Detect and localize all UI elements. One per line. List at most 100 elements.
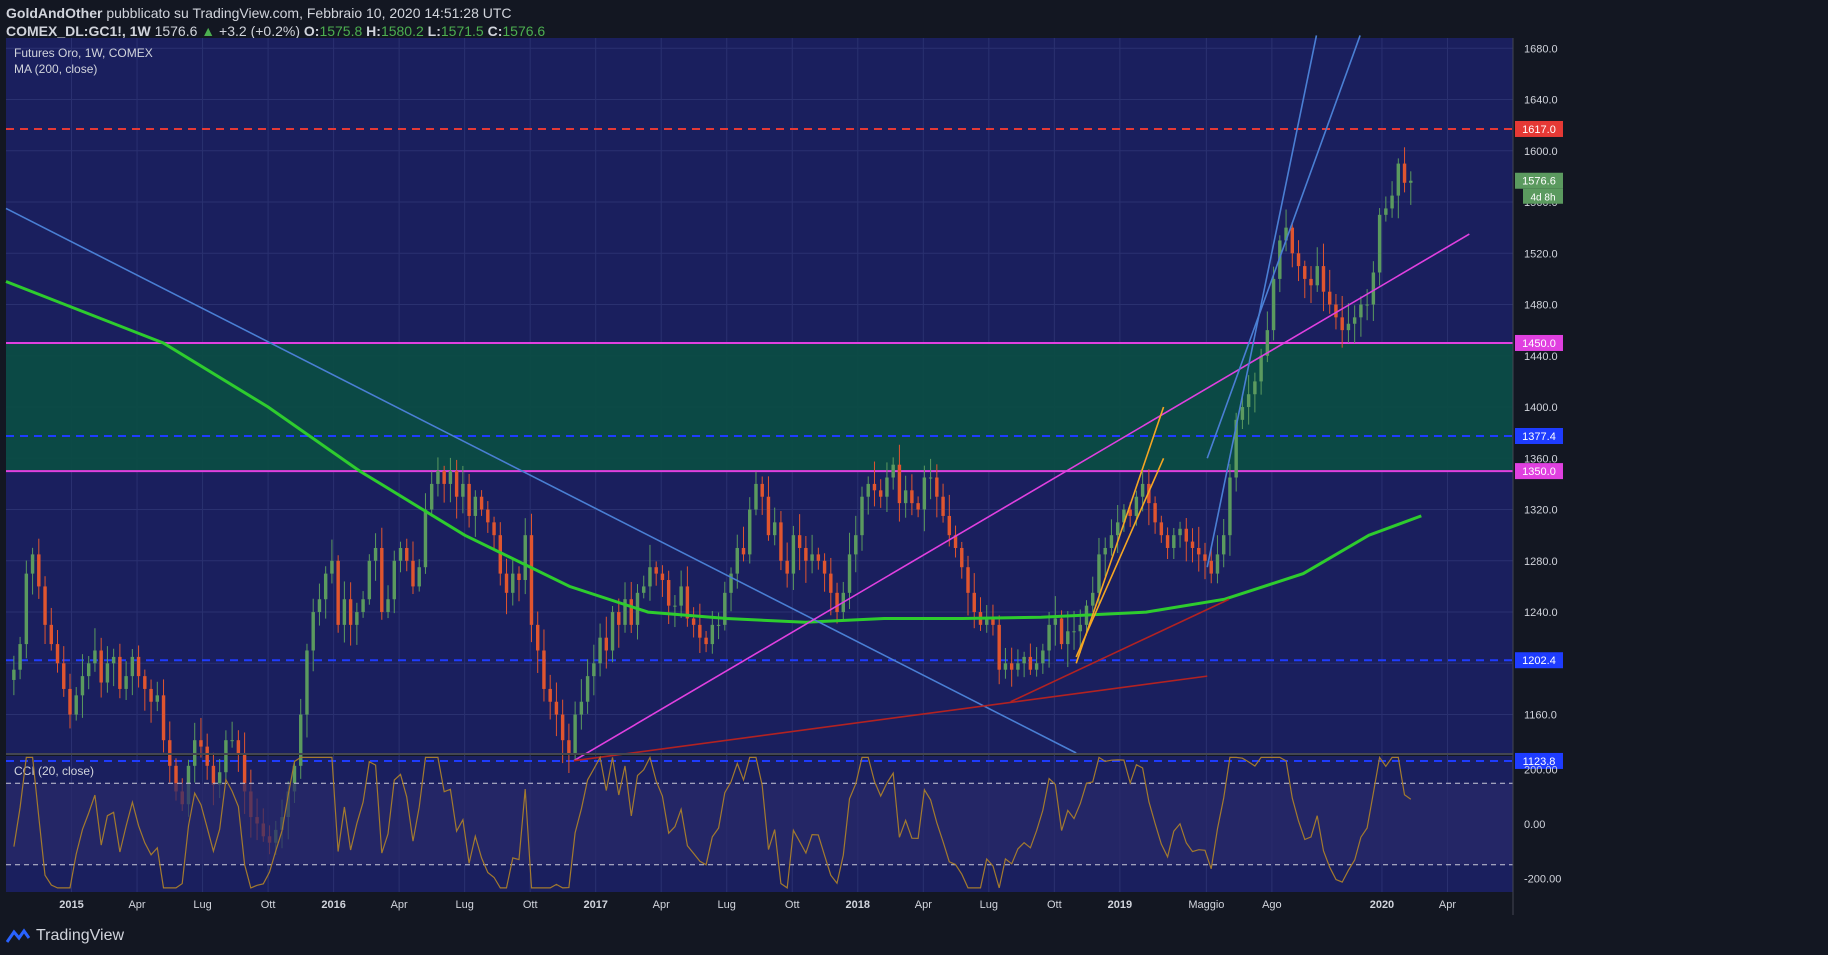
y-tick-label: 1680.0	[1524, 43, 1558, 55]
candle-body	[305, 650, 309, 715]
candle-body	[1103, 547, 1107, 555]
candle-body	[710, 624, 715, 645]
x-tick-label: Apr	[653, 899, 670, 911]
candle-body	[24, 573, 29, 645]
candle-body	[1359, 304, 1363, 318]
candle-body	[1234, 419, 1238, 478]
author-name[interactable]: GoldAndOther	[6, 5, 103, 21]
open-value: 1575.8	[319, 23, 363, 39]
candle-body	[748, 509, 752, 555]
x-tick-label: 2016	[321, 899, 345, 911]
candle-body	[1059, 618, 1064, 645]
y-tick-label: 1600.0	[1524, 146, 1558, 158]
x-tick-label: Lug	[718, 899, 736, 911]
candle-body	[1246, 394, 1251, 408]
trend-line[interactable]	[1010, 598, 1230, 703]
x-tick-label: Apr	[128, 899, 145, 911]
cci-line[interactable]	[13, 755, 1412, 889]
candle-body	[598, 637, 602, 664]
candle-body	[1384, 208, 1388, 215]
candle-body	[698, 624, 702, 638]
candle-body	[49, 624, 53, 645]
candle-body	[691, 618, 696, 625]
open-label: O:	[303, 23, 320, 39]
candle-body	[336, 560, 340, 625]
candle-body	[878, 490, 883, 497]
candle-body	[442, 471, 446, 484]
x-tick-label: Ott	[785, 899, 800, 911]
candle-body	[910, 490, 914, 504]
candle-body	[985, 618, 989, 625]
trend-line[interactable]	[573, 233, 1470, 762]
x-tick-label: Lug	[455, 899, 473, 911]
candle-body	[436, 471, 440, 484]
candle-body	[161, 695, 166, 741]
candle-body	[941, 496, 945, 516]
change-value: +3.2 (+0.2%)	[219, 23, 300, 39]
candle-body	[1296, 253, 1301, 267]
trend-line[interactable]	[573, 675, 1208, 762]
candle-body	[1128, 509, 1132, 516]
close-value: 1576.6	[502, 23, 546, 39]
trend-line[interactable]	[5, 207, 1077, 754]
candle-body	[30, 554, 35, 574]
candle-body	[1352, 317, 1357, 324]
candle-body	[1003, 663, 1008, 670]
candle-body	[205, 746, 209, 766]
candle-body	[1215, 554, 1220, 574]
candle-body	[99, 650, 103, 683]
candle-body	[55, 644, 60, 664]
candle-body	[12, 669, 16, 680]
candle-body	[311, 612, 315, 651]
countdown-box	[1523, 188, 1563, 204]
candle-body	[199, 740, 203, 747]
candle-body	[155, 695, 160, 702]
candle-body	[323, 573, 328, 600]
candle-body	[654, 567, 658, 574]
trend-line[interactable]	[1206, 35, 1318, 568]
candle-body	[486, 509, 490, 523]
candle-body	[1053, 618, 1058, 625]
high-label: H:	[366, 23, 381, 39]
candle-body	[1228, 477, 1232, 536]
x-tick-label: Ott	[261, 899, 276, 911]
candle-body	[1022, 656, 1026, 664]
trend-line[interactable]	[1075, 406, 1165, 664]
candle-body	[1078, 624, 1082, 632]
price-label: 1576.6	[1522, 176, 1556, 188]
candle-body	[423, 509, 428, 568]
y-tick-label: 1280.0	[1524, 556, 1558, 568]
candle-body	[1134, 496, 1139, 516]
candle-body	[1409, 180, 1413, 183]
candle-body	[854, 535, 858, 555]
ma-legend: MA (200, close)	[14, 62, 97, 76]
candle-body	[1402, 163, 1407, 183]
countdown-label: 4d 8h	[1530, 193, 1555, 204]
candle-body	[1115, 522, 1120, 536]
candle-body	[972, 592, 976, 613]
price-label-box	[1515, 652, 1563, 669]
candle-body	[1253, 381, 1257, 395]
candle-body	[380, 547, 384, 613]
candle-body	[1209, 560, 1213, 574]
candle-body	[1240, 407, 1245, 420]
y-tick-label: 1640.0	[1524, 95, 1558, 107]
candle-body	[1153, 503, 1157, 523]
trend-line[interactable]	[1206, 35, 1361, 459]
candle-body	[373, 547, 378, 561]
candle-body	[1066, 631, 1070, 645]
ma-200-line[interactable]	[5, 280, 1422, 624]
candle-body	[1159, 522, 1164, 536]
candle-body	[18, 644, 22, 670]
trend-line[interactable]	[1075, 457, 1165, 658]
candle-body	[93, 650, 97, 664]
candle-body	[498, 535, 503, 574]
candle-body	[872, 483, 877, 491]
candle-body	[935, 477, 939, 497]
x-tick-label: 2019	[1108, 899, 1132, 911]
candle-body	[429, 483, 434, 510]
candle-body	[685, 586, 690, 619]
candle-body	[80, 676, 85, 696]
candle-body	[816, 554, 821, 561]
